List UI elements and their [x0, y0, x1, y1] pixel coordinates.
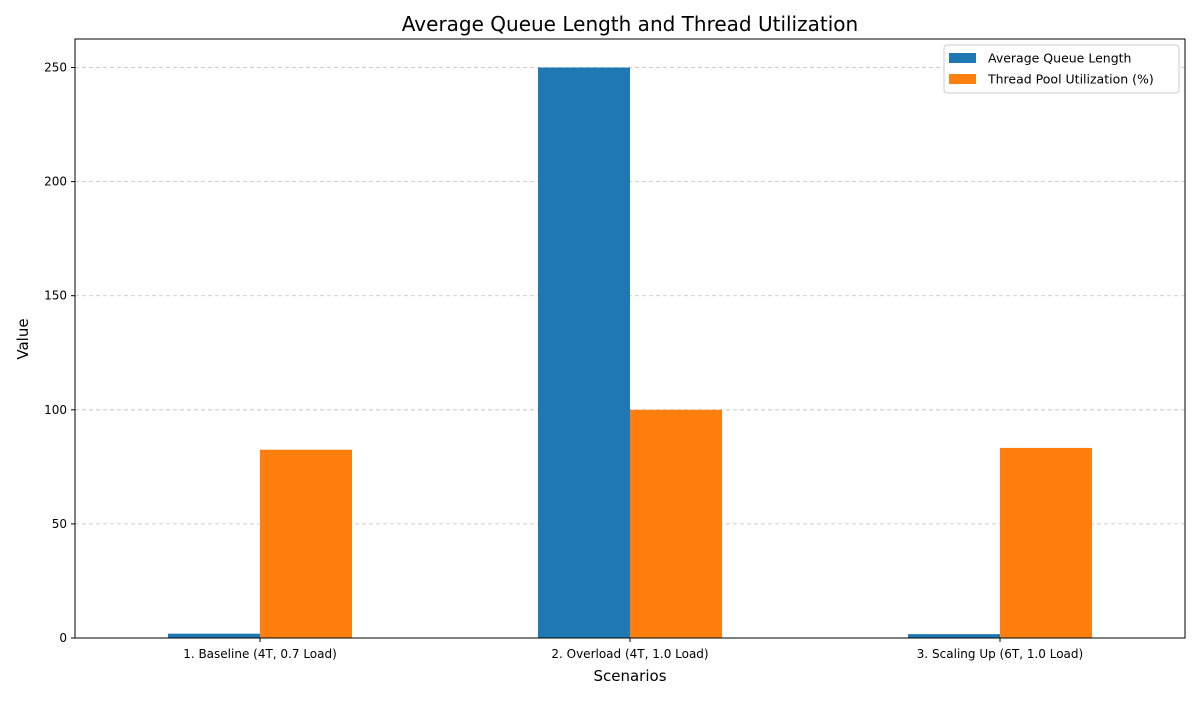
bar-thread-utilization	[1000, 447, 1092, 638]
bar-queue-length	[168, 633, 260, 638]
y-tick-label: 0	[59, 631, 67, 645]
y-tick-label: 100	[44, 403, 67, 417]
x-tick-label: 2. Overload (4T, 1.0 Load)	[551, 647, 708, 661]
bars	[168, 67, 1092, 639]
legend: Average Queue Length Thread Pool Utilizat…	[943, 44, 1180, 94]
x-axis-ticks: 1. Baseline (4T, 0.7 Load) 2. Overload (4…	[183, 638, 1083, 661]
y-tick-label: 50	[52, 517, 67, 531]
x-tick-label: 1. Baseline (4T, 0.7 Load)	[183, 647, 337, 661]
y-tick-label: 250	[44, 61, 67, 75]
bar-thread-utilization	[260, 449, 352, 638]
bar-queue-length	[908, 634, 1000, 638]
y-tick-label: 200	[44, 175, 67, 189]
x-axis-label: Scenarios	[593, 667, 666, 685]
legend-box	[943, 44, 1180, 94]
legend-label: Thread Pool Utilization (%)	[987, 72, 1154, 87]
y-axis-ticks: 0 50 100 150 200 250	[44, 61, 75, 645]
chart-title: Average Queue Length and Thread Utilizat…	[402, 12, 858, 36]
legend-swatch	[949, 74, 976, 84]
legend-swatch	[949, 53, 976, 63]
bar-thread-utilization	[630, 409, 722, 638]
legend-label: Average Queue Length	[988, 51, 1131, 66]
y-axis-label: Value	[14, 318, 32, 359]
y-tick-label: 150	[44, 289, 67, 303]
x-tick-label: 3. Scaling Up (6T, 1.0 Load)	[917, 647, 1083, 661]
bar-queue-length	[538, 67, 630, 639]
